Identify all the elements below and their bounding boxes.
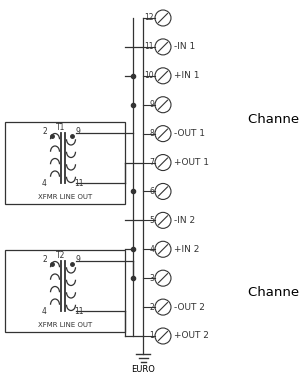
Text: 2: 2: [42, 127, 47, 136]
Text: XFMR LINE OUT: XFMR LINE OUT: [38, 322, 92, 328]
Text: Channel 1: Channel 1: [248, 113, 300, 126]
Text: T2: T2: [56, 252, 66, 261]
Text: 4: 4: [149, 245, 154, 254]
Text: 1: 1: [149, 332, 154, 341]
Text: 11: 11: [74, 308, 83, 317]
Text: 7: 7: [149, 158, 154, 167]
Text: -OUT 1: -OUT 1: [174, 129, 205, 138]
Text: EURO: EURO: [131, 365, 155, 374]
Text: XFMR LINE OUT: XFMR LINE OUT: [38, 194, 92, 200]
Text: -IN 1: -IN 1: [174, 42, 195, 52]
Text: 4: 4: [42, 179, 47, 188]
Text: T1: T1: [56, 123, 66, 132]
Bar: [5, 250, 125, 332]
Text: 12: 12: [145, 14, 154, 23]
Bar: [5, 122, 125, 204]
Text: 4: 4: [42, 308, 47, 317]
Text: Channel 2: Channel 2: [248, 286, 300, 299]
Text: 6: 6: [149, 187, 154, 196]
Text: 9: 9: [76, 256, 81, 264]
Text: 11: 11: [145, 42, 154, 52]
Text: 9: 9: [149, 100, 154, 109]
Text: 8: 8: [149, 129, 154, 138]
Text: +OUT 2: +OUT 2: [174, 332, 209, 341]
Text: 2: 2: [42, 256, 47, 264]
Text: 11: 11: [74, 179, 83, 188]
Text: 3: 3: [149, 274, 154, 283]
Text: -IN 2: -IN 2: [174, 216, 195, 225]
Text: 2: 2: [149, 303, 154, 312]
Text: +IN 2: +IN 2: [174, 245, 200, 254]
Text: 10: 10: [144, 71, 154, 80]
Text: 5: 5: [149, 216, 154, 225]
Text: +IN 1: +IN 1: [174, 71, 200, 80]
Text: +OUT 1: +OUT 1: [174, 158, 209, 167]
Text: 9: 9: [76, 127, 81, 136]
Text: -OUT 2: -OUT 2: [174, 303, 205, 312]
